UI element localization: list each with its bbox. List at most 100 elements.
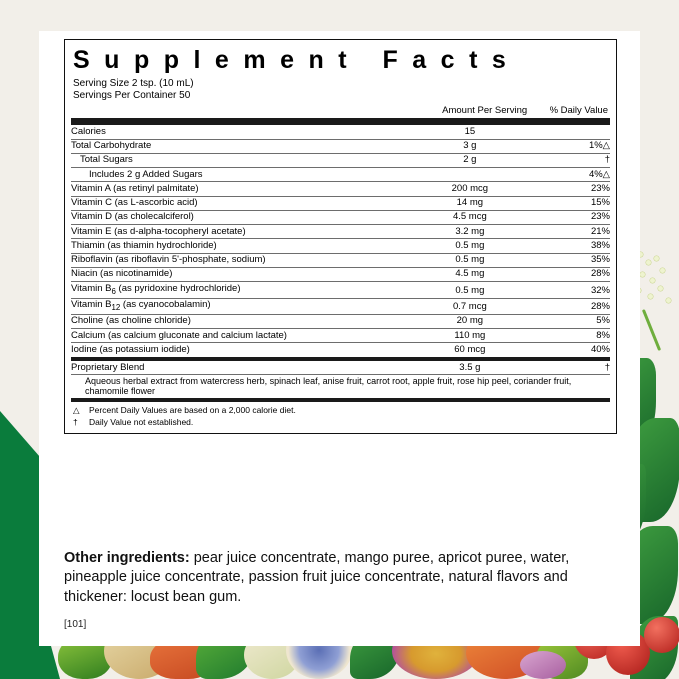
nutrient-name: Thiamin (as thiamin hydrochloride) — [71, 238, 411, 254]
header-divider-bar — [71, 118, 610, 126]
table-row-blend-description: Aqueous herbal extract from watercress h… — [71, 374, 610, 398]
nutrient-amount: 3.2 mg — [410, 224, 530, 239]
serving-size: Serving Size 2 tsp. (10 mL) — [73, 78, 194, 89]
nutrient-amount: 0.5 mg — [410, 238, 530, 254]
nutrient-daily-value: 8% — [529, 328, 610, 343]
nutrient-amount: 4.5 mcg — [410, 209, 530, 225]
nutrient-amount: 2 g — [410, 152, 530, 168]
table-row: Vitamin E (as d-alpha-tocopheryl acetate… — [71, 224, 610, 239]
nutrient-name: Vitamin A (as retinyl palmitate) — [71, 181, 411, 197]
blend-divider-bar-top — [71, 356, 610, 362]
nutrient-amount — [410, 167, 530, 182]
table-row: Vitamin D (as cholecalciferol) 4.5 mcg 23% — [71, 209, 610, 225]
nutrient-daily-value: 23% — [529, 209, 610, 225]
nutrient-name: Total Carbohydrate — [71, 138, 411, 154]
table-row: Includes 2 g Added Sugars 4%△ — [71, 167, 610, 182]
nutrient-name: Vitamin B12 (as cyanocobalamin) — [71, 297, 411, 315]
nutrient-daily-value: 4%△ — [529, 167, 610, 182]
footnote-percent-dv: △ Percent Daily Values are based on a 2,… — [73, 405, 610, 416]
table-row: Vitamin B12 (as cyanocobalamin) 0.7 mcg 28… — [71, 297, 610, 315]
footnotes: △ Percent Daily Values are based on a 2,… — [71, 405, 610, 428]
table-row: Vitamin B6 (as pyridoxine hydrochloride)… — [71, 281, 610, 299]
blend-amount: 3.5 g — [459, 361, 481, 373]
table-row: Vitamin C (as L-ascorbic acid) 14 mg 15% — [71, 195, 610, 211]
nutrient-amount: 0.5 mg — [410, 252, 530, 268]
nutrient-name: Total Sugars — [71, 152, 411, 168]
nutrient-name: Calories — [71, 125, 106, 137]
facts-table: Amount Per Serving % Daily Value — [71, 105, 610, 119]
nutrient-daily-value — [529, 125, 610, 139]
nutrient-name: Includes 2 g Added Sugars — [71, 167, 411, 182]
table-row: Thiamin (as thiamin hydrochloride) 0.5 mg… — [71, 238, 610, 254]
table-row: Niacin (as nicotinamide) 4.5 mg 28% — [71, 266, 610, 282]
footnote-divider-bar — [71, 397, 610, 403]
blend-table: Proprietary Blend 3.5 g † Aqueous herbal… — [71, 361, 610, 398]
nutrient-amount: 3 g — [410, 138, 530, 154]
table-row: Riboflavin (as riboflavin 5'-phosphate, … — [71, 252, 610, 268]
nutrient-amount: 20 mg — [410, 313, 530, 329]
label-card: Supplement Facts Serving Size 2 tsp. (10… — [39, 31, 640, 646]
table-row: Total Sugars 2 g † — [71, 152, 610, 168]
header-amount-per-serving: Amount Per Serving — [442, 105, 528, 117]
facts-table-body: Amount Per Serving % Daily Value — [71, 105, 610, 119]
nutrient-daily-value: 32% — [529, 281, 610, 299]
header-daily-value: % Daily Value — [549, 105, 608, 117]
nutrient-name: Choline (as choline chloride) — [71, 313, 411, 329]
nutrient-name: Vitamin E (as d-alpha-tocopheryl acetate… — [71, 224, 411, 239]
nutrient-amount: 110 mg — [410, 328, 530, 343]
footnote-percent-dv-text: Percent Daily Values are based on a 2,00… — [89, 405, 296, 416]
footnote-dagger: † Daily Value not established. — [73, 417, 610, 428]
nutrient-amount: 0.5 mg — [410, 281, 530, 299]
label-code: [101] — [64, 619, 87, 630]
nutrient-daily-value: 5% — [529, 313, 610, 329]
nutrient-daily-value: 1%△ — [529, 138, 610, 154]
blend-daily-value: † — [604, 361, 610, 373]
nutrient-daily-value: 40% — [529, 342, 610, 357]
header-nutrient — [71, 105, 411, 119]
supplement-facts-panel: Supplement Facts Serving Size 2 tsp. (10… — [64, 39, 617, 435]
nutrient-name: Vitamin B6 (as pyridoxine hydrochloride) — [71, 281, 411, 299]
nutrient-amount: 15 — [464, 125, 476, 137]
nutrient-name: Riboflavin (as riboflavin 5'-phosphate, … — [71, 252, 411, 268]
dagger-icon: † — [73, 416, 78, 427]
table-row: Iodine (as potassium iodide) 60 mcg 40% — [71, 342, 610, 357]
page-title: Supplement Facts — [73, 46, 521, 74]
table-row: Vitamin A (as retinyl palmitate) 200 mcg 2… — [71, 181, 610, 197]
servings-per-container: Servings Per Container 50 — [73, 89, 191, 101]
nutrient-daily-value: 21% — [529, 224, 610, 239]
table-row: Total Carbohydrate 3 g 1%△ — [71, 138, 610, 154]
nutrient-amount: 4.5 mg — [410, 266, 530, 282]
nutrient-table: Calories 15 Total Carbohydrate 3 g 1%△ Total … — [71, 125, 610, 357]
nutrient-amount: 200 mcg — [410, 181, 530, 197]
nutrient-daily-value: † — [529, 152, 610, 168]
other-ingredients: Other ingredients: pear juice concentrat… — [64, 549, 624, 607]
nutrient-amount: 0.7 mcg — [410, 297, 530, 315]
nutrient-daily-value: 15% — [529, 195, 610, 211]
table-row-proprietary-blend: Proprietary Blend 3.5 g † — [71, 361, 610, 375]
table-row: Calories 15 — [71, 125, 610, 139]
blend-name: Proprietary Blend — [71, 361, 145, 373]
blend-table-body: Proprietary Blend 3.5 g † Aqueous herbal… — [71, 361, 610, 398]
nutrient-name: Vitamin C (as L-ascorbic acid) — [71, 195, 411, 211]
nutrient-amount: 60 mcg — [410, 342, 530, 357]
nutrient-name: Vitamin D (as cholecalciferol) — [71, 209, 411, 225]
nutrient-name: Calcium (as calcium gluconate and calciu… — [71, 328, 411, 343]
nutrient-daily-value: 38% — [529, 238, 610, 254]
nutrient-amount: 14 mg — [410, 195, 530, 211]
nutrient-table-body: Calories 15 Total Carbohydrate 3 g 1%△ Total … — [71, 125, 610, 357]
table-row: Choline (as choline chloride) 20 mg 5% — [71, 313, 610, 329]
nutrient-daily-value: 28% — [529, 297, 610, 315]
other-ingredients-text: pear juice concentrate, mango puree, apr… — [64, 550, 570, 605]
serving-info: Serving Size 2 tsp. (10 mL) Servings Per… — [73, 78, 610, 102]
nutrient-daily-value: 28% — [529, 266, 610, 282]
table-row: Calcium (as calcium gluconate and calciu… — [71, 328, 610, 343]
table-header-row: Amount Per Serving % Daily Value — [71, 105, 610, 119]
nutrient-name: Niacin (as nicotinamide) — [71, 266, 411, 282]
triangle-icon: △ — [73, 405, 80, 416]
footnote-dagger-text: Daily Value not established. — [89, 416, 194, 427]
nutrient-name: Iodine (as potassium iodide) — [71, 342, 411, 357]
nutrient-daily-value: 23% — [529, 181, 610, 197]
blend-description: Aqueous herbal extract from watercress h… — [71, 374, 610, 398]
other-ingredients-heading: Other ingredients: — [64, 550, 190, 566]
